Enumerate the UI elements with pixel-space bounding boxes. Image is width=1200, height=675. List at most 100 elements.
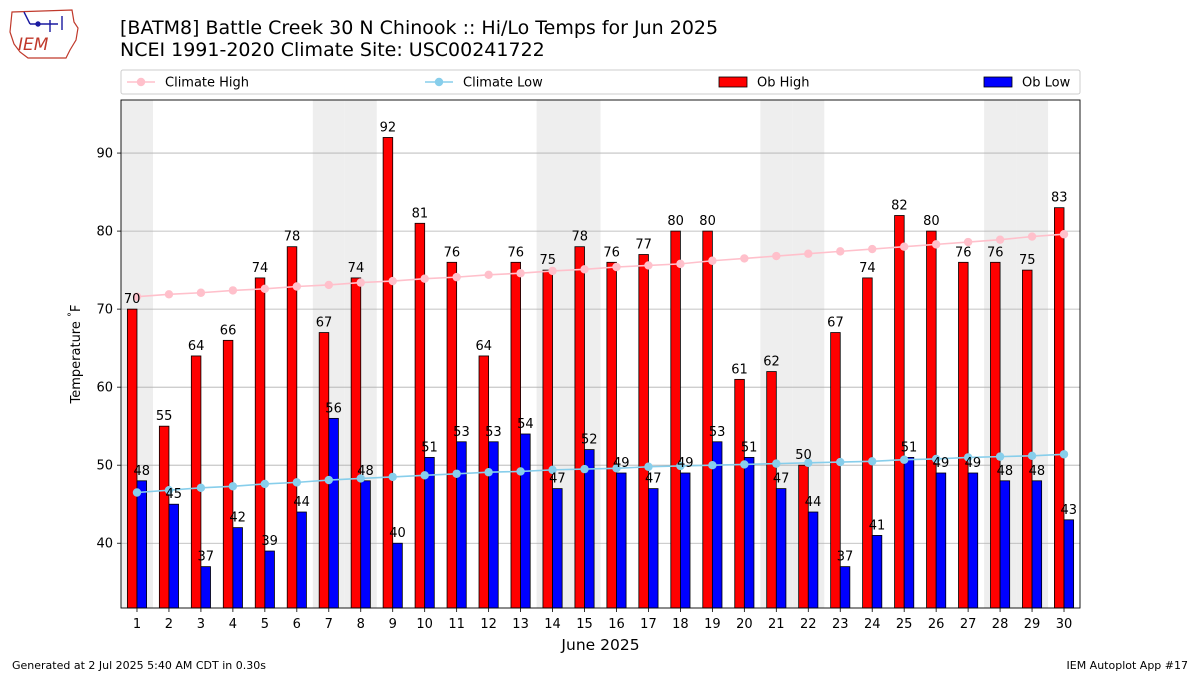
x-tick-label-2: 2: [165, 617, 173, 632]
x-tick-label-4: 4: [229, 617, 237, 632]
climate-high-point-8: [356, 278, 365, 287]
x-tick-label-12: 12: [480, 617, 497, 632]
ob-low-bar-12: [488, 441, 499, 609]
climate-high-point-20: [740, 254, 749, 263]
ob-high-label-23: 67: [827, 316, 844, 331]
generated-note: Generated at 2 Jul 2025 5:40 AM CDT in 0…: [12, 659, 266, 672]
x-tick-label-11: 11: [448, 617, 465, 632]
ob-low-bar-3: [200, 566, 211, 609]
climate-low-point-26: [931, 454, 941, 464]
ob-low-bar-11: [456, 441, 467, 609]
ob-low-label-6: 44: [293, 495, 310, 510]
climate-low-point-18: [676, 461, 685, 471]
climate-high-point-14: [548, 266, 557, 276]
climate-low-point-27: [963, 453, 973, 462]
ob-high-bar-24: [862, 277, 873, 609]
x-tick-label-26: 26: [928, 617, 945, 632]
ob-high-bar-16: [606, 261, 617, 609]
ob-low-bar-24: [871, 535, 883, 609]
x-tick-label-10: 10: [416, 617, 433, 632]
ob-high-bar-23: [830, 332, 841, 609]
ob-high-label-17: 77: [635, 238, 652, 253]
ob-low-label-4: 42: [229, 511, 246, 526]
ob-low-bar-14: [552, 488, 563, 609]
x-tick-label-8: 8: [357, 617, 365, 632]
ob-high-label-21: 62: [763, 355, 780, 370]
climate-low-point-15: [580, 464, 589, 474]
climate-high-point-28: [995, 235, 1005, 244]
climate-high-point-4: [228, 286, 238, 295]
climate-high-point-29: [1027, 232, 1037, 241]
ob-low-label-14: 47: [549, 472, 566, 487]
x-tick-label-1: 1: [133, 617, 141, 632]
ob-low-bar-1: [136, 480, 147, 609]
ob-low-label-12: 53: [485, 425, 502, 440]
ob-high-label-16: 76: [603, 245, 620, 260]
ob-high-bar-18: [670, 230, 681, 609]
ob-low-bar-28: [999, 480, 1011, 609]
ob-high-label-12: 64: [476, 339, 493, 354]
climate-high-point-25: [899, 242, 909, 251]
climate-high-point-19: [708, 256, 717, 265]
legend-climate-low-label: Climate Low: [463, 76, 543, 91]
ob-high-bar-19: [702, 230, 713, 609]
x-tick-label-16: 16: [608, 617, 625, 632]
ob-high-label-27: 76: [955, 245, 972, 260]
ob-low-bar-20: [743, 456, 755, 609]
ob-low-bar-15: [584, 449, 595, 609]
climate-low-point-29: [1027, 451, 1037, 461]
climate-low-point-11: [452, 469, 461, 478]
climate-high-point-2: [164, 290, 174, 299]
ob-high-bar-7: [318, 332, 330, 609]
x-axis-label: June 2025: [560, 636, 639, 654]
ob-low-label-11: 53: [453, 425, 470, 440]
climate-low-point-24: [868, 457, 877, 466]
ob-high-bar-8: [350, 277, 362, 609]
iem-logo: IEM: [9, 9, 79, 59]
ob-low-label-9: 40: [389, 526, 406, 541]
ob-high-label-7: 67: [316, 316, 333, 331]
ob-high-label-13: 76: [508, 245, 525, 260]
climate-low-point-28: [995, 452, 1005, 461]
climate-low-point-25: [899, 455, 909, 464]
climate-high-point-17: [644, 261, 653, 270]
ob-low-bar-7: [328, 417, 339, 609]
ob-low-bar-27: [967, 472, 979, 609]
ob-high-label-29: 75: [1019, 253, 1036, 268]
ob-low-label-25: 51: [901, 440, 918, 455]
x-tick-label-28: 28: [992, 617, 1009, 632]
ob-low-label-20: 51: [741, 440, 758, 455]
climate-high-point-7: [324, 280, 333, 290]
gridlines: [121, 152, 1080, 544]
ob-high-label-4: 66: [220, 323, 237, 338]
ob-low-label-8: 48: [357, 464, 374, 479]
x-tick-label-14: 14: [544, 617, 561, 632]
climate-low-point-17: [644, 462, 653, 471]
ob-low-bar-13: [520, 433, 531, 609]
climate-high-point-16: [612, 262, 621, 272]
climate-low-point-23: [836, 457, 845, 467]
x-tick-label-3: 3: [197, 617, 205, 632]
x-tick-label-19: 19: [704, 617, 721, 632]
x-tick-label-21: 21: [768, 617, 785, 632]
legend-ob-low-label: Ob Low: [1022, 76, 1071, 91]
x-tick-label-20: 20: [736, 617, 753, 632]
ob-low-label-26: 49: [933, 456, 950, 471]
ob-high-bar-15: [574, 246, 585, 609]
bars: [126, 137, 1075, 609]
ob-high-bar-13: [510, 261, 521, 609]
climate-low-point-4: [228, 482, 238, 491]
y-axis-label: Temperature °F: [67, 305, 84, 405]
climate-high-point-13: [516, 269, 525, 278]
y-tick-label-90: 90: [96, 147, 113, 162]
ob-low-bar-22: [807, 511, 819, 609]
ob-low-label-13: 54: [517, 417, 534, 432]
ob-high-bar-6: [286, 246, 298, 609]
ob-high-label-2: 55: [156, 409, 173, 424]
ob-low-label-3: 37: [197, 550, 214, 565]
legend-climate-high-label: Climate High: [165, 76, 249, 91]
legend-box: [120, 69, 1081, 95]
climate-high-line: [136, 233, 1065, 298]
ob-low-bar-29: [1031, 480, 1043, 609]
